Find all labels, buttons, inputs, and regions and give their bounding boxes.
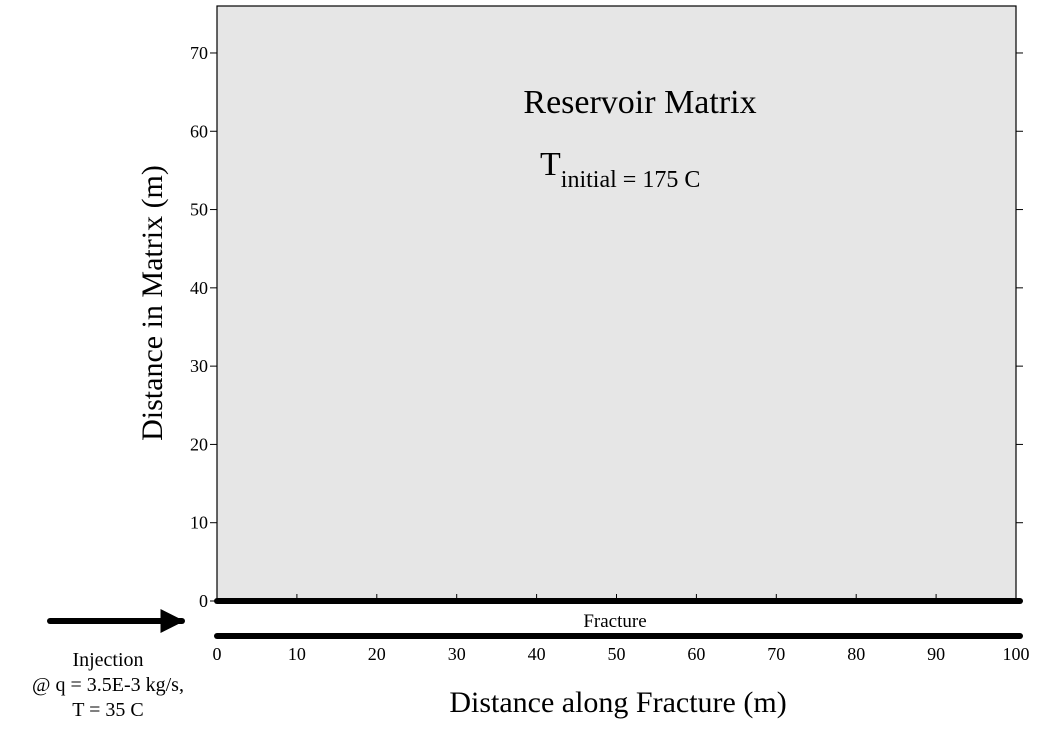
y-tick-label: 70: [190, 43, 208, 63]
matrix-title: Reservoir Matrix: [523, 84, 756, 121]
injection-label-line3: T = 35 C: [72, 699, 143, 721]
y-axis-ticks-left: [210, 52, 217, 602]
x-tick-label: 30: [448, 644, 466, 664]
x-axis-label: Distance along Fracture (m): [449, 686, 786, 719]
x-tick-label: 50: [608, 644, 626, 664]
x-tick-label: 70: [767, 644, 785, 664]
x-tick-label: 40: [528, 644, 546, 664]
x-tick-label: 60: [687, 644, 705, 664]
injection-label-line1: Injection: [72, 649, 143, 671]
x-tick-label: 80: [847, 644, 865, 664]
y-tick-label: 50: [190, 200, 208, 220]
reservoir-matrix-region: [216, 5, 1017, 602]
y-axis-ticks-right: [1016, 52, 1023, 602]
y-tick-label: 60: [190, 121, 208, 141]
y-axis-tick-labels: 0 10 20 30 40 50 60 70: [190, 43, 208, 611]
x-tick-label: 90: [927, 644, 945, 664]
initial-temperature-annotation: Tinitial = 175 C: [540, 146, 700, 193]
y-axis-label: Distance in Matrix (m): [136, 165, 169, 441]
injection-label-line2: @ q = 3.5E-3 kg/s,: [32, 674, 184, 696]
y-tick-label: 30: [190, 356, 208, 376]
annotation-rest: = 175 C: [617, 167, 701, 193]
x-tick-label: 10: [288, 644, 306, 664]
x-tick-label: 0: [213, 644, 222, 664]
x-axis-tick-labels: 0 10 20 30 40 50 60 70 80 90 100: [213, 644, 1030, 664]
y-tick-label: 10: [190, 513, 208, 533]
x-tick-label: 20: [368, 644, 386, 664]
x-tick-label: 100: [1003, 644, 1030, 664]
annotation-main: T: [540, 146, 561, 183]
y-tick-label: 0: [199, 591, 208, 611]
y-tick-label: 20: [190, 434, 208, 454]
y-tick-label: 40: [190, 278, 208, 298]
fracture-label: Fracture: [583, 611, 646, 632]
annotation-subscript: initial: [561, 167, 617, 193]
